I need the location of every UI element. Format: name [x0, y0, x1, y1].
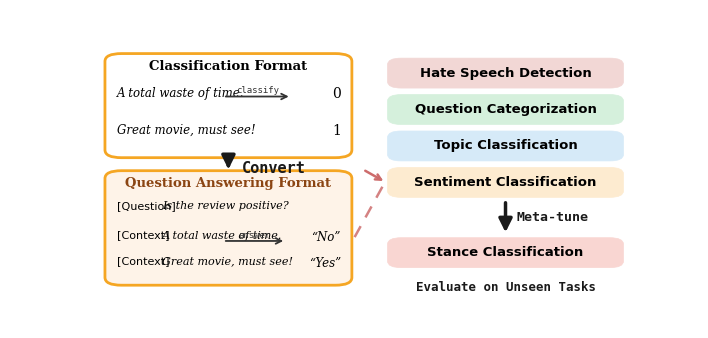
FancyBboxPatch shape	[387, 131, 624, 161]
FancyBboxPatch shape	[387, 95, 624, 124]
FancyBboxPatch shape	[105, 171, 352, 285]
Text: Question Answering Format: Question Answering Format	[125, 177, 331, 190]
Text: Meta-tune: Meta-tune	[517, 211, 588, 224]
FancyBboxPatch shape	[387, 167, 624, 197]
Text: A total waste of time.: A total waste of time.	[117, 88, 244, 100]
Text: Sentiment Classification: Sentiment Classification	[414, 176, 597, 189]
Text: [Context]: [Context]	[117, 257, 169, 267]
Text: A total waste of time.: A total waste of time.	[162, 231, 282, 241]
Text: Great movie, must see!: Great movie, must see!	[162, 257, 293, 267]
Text: Evaluate on Unseen Tasks: Evaluate on Unseen Tasks	[416, 281, 595, 294]
Text: Great movie, must see!: Great movie, must see!	[117, 124, 256, 137]
Text: Question Categorization: Question Categorization	[415, 103, 596, 116]
Text: “No”: “No”	[312, 231, 341, 244]
Text: [Context]: [Context]	[117, 231, 169, 241]
Text: classify: classify	[236, 86, 279, 95]
Text: “Yes”: “Yes”	[309, 257, 341, 270]
Text: Classification Format: Classification Format	[149, 60, 307, 73]
Text: Hate Speech Detection: Hate Speech Detection	[420, 67, 591, 79]
FancyBboxPatch shape	[105, 53, 352, 158]
Text: answer: answer	[238, 231, 270, 240]
Text: [Question]: [Question]	[117, 201, 176, 211]
Text: 1: 1	[332, 124, 341, 138]
Text: Topic Classification: Topic Classification	[433, 140, 578, 152]
Text: Convert: Convert	[242, 161, 306, 175]
Text: Is the review positive?: Is the review positive?	[162, 201, 289, 211]
Text: 0: 0	[332, 88, 341, 101]
FancyBboxPatch shape	[387, 58, 624, 88]
FancyBboxPatch shape	[387, 238, 624, 268]
Text: Stance Classification: Stance Classification	[428, 246, 583, 259]
